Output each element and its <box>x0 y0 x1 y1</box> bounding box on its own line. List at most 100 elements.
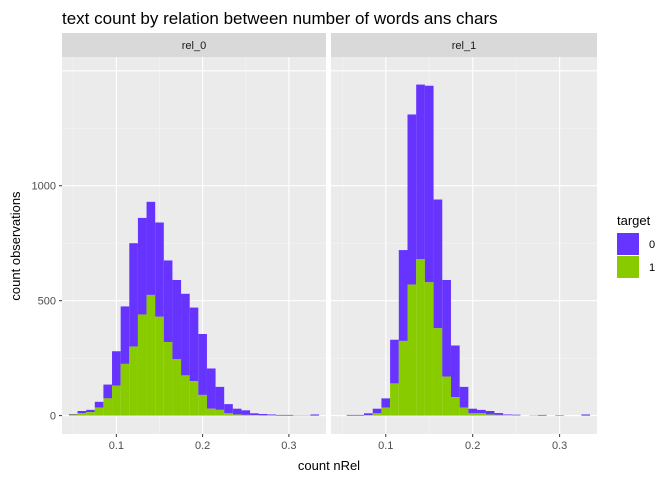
bar-target-1 <box>468 413 478 416</box>
legend-label-0: 0 <box>649 239 655 251</box>
legend-key-1 <box>617 256 639 278</box>
bar-target-0 <box>181 293 190 376</box>
y-tick-label: 0 <box>50 411 56 423</box>
bar-target-0 <box>137 217 147 315</box>
bar-target-0 <box>381 398 391 408</box>
bar-target-0 <box>94 401 104 408</box>
bar-target-1 <box>381 407 391 416</box>
bar-target-0 <box>189 307 199 382</box>
bar-target-1 <box>198 394 207 416</box>
bar-target-0 <box>284 414 294 416</box>
bar-target-0 <box>172 279 182 360</box>
legend-label-1: 1 <box>649 262 655 274</box>
x-axis-title: count nRel <box>298 458 360 473</box>
bar-target-0 <box>442 279 451 377</box>
bar-target-1 <box>241 414 251 416</box>
bar-target-1 <box>112 385 121 416</box>
bar-target-1 <box>120 363 130 416</box>
bar-target-1 <box>163 342 173 416</box>
legend-key-0 <box>617 233 639 255</box>
bar-target-0 <box>477 409 486 414</box>
bar-target-1 <box>232 414 242 416</box>
bar-target-0 <box>86 409 95 413</box>
facet-strip <box>331 33 597 57</box>
bar-target-0 <box>433 199 443 329</box>
facet-label: rel_1 <box>452 40 476 52</box>
bar-target-1 <box>494 414 504 416</box>
bar-target-0 <box>215 386 225 410</box>
bar-target-1 <box>137 314 147 416</box>
legend-title: target <box>617 213 651 228</box>
bar-target-0 <box>267 414 276 416</box>
panels: rel_0 rel_1 <box>62 33 597 434</box>
bar-target-1 <box>77 413 87 416</box>
panel-background <box>331 57 597 434</box>
bar-target-0 <box>537 414 547 416</box>
bar-target-0 <box>103 384 113 399</box>
bar-target-0 <box>112 351 121 386</box>
bar-target-0 <box>355 414 365 416</box>
bar-target-1 <box>407 284 417 416</box>
bar-target-0 <box>581 414 591 416</box>
bar-target-0 <box>511 414 521 416</box>
bar-target-0 <box>232 408 242 415</box>
bar-target-1 <box>372 413 382 416</box>
bar-target-1 <box>94 407 104 416</box>
facet-label: rel_0 <box>182 40 206 52</box>
bar-target-1 <box>86 412 95 416</box>
facet-strip <box>62 33 326 57</box>
bar-target-0 <box>450 345 460 398</box>
bar-target-0 <box>459 386 469 408</box>
bar-target-0 <box>468 408 478 414</box>
bar-target-0 <box>398 250 408 341</box>
bar-target-0 <box>310 414 320 416</box>
legend: target 0 1 <box>617 213 655 278</box>
bar-target-1 <box>442 376 451 416</box>
bar-target-0 <box>250 413 259 416</box>
bar-target-1 <box>155 316 164 416</box>
bar-target-1 <box>129 346 138 416</box>
bar-target-0 <box>155 222 164 317</box>
bar-target-1 <box>477 413 486 416</box>
bar-target-1 <box>189 381 199 416</box>
bar-target-0 <box>346 414 356 416</box>
bar-target-0 <box>146 201 156 295</box>
y-tick-label: 1000 <box>32 181 56 193</box>
panel-rel_0: rel_0 <box>62 33 326 434</box>
bar-target-0 <box>241 410 251 415</box>
x-tick-label: 0.1 <box>109 440 124 452</box>
bar-target-0 <box>494 413 504 415</box>
bar-target-0 <box>407 114 417 285</box>
bar-target-1 <box>146 294 156 416</box>
bar-target-1 <box>215 409 225 416</box>
bar-target-1 <box>181 375 190 416</box>
bar-target-0 <box>258 414 268 416</box>
bar-target-0 <box>163 260 173 343</box>
bar-target-1 <box>103 398 113 416</box>
bar-target-1 <box>224 413 233 416</box>
bar-target-0 <box>224 404 233 414</box>
bar-target-1 <box>416 259 425 416</box>
bar-target-1 <box>433 328 443 416</box>
bar-target-0 <box>390 339 399 384</box>
y-tick-label: 500 <box>38 296 56 308</box>
bar-target-1 <box>485 414 495 416</box>
panel-rel_1: rel_1 <box>331 33 597 434</box>
x-tick-label: 0.2 <box>465 440 480 452</box>
bar-target-1 <box>398 340 408 416</box>
bar-target-1 <box>459 407 469 416</box>
bar-target-0 <box>503 414 512 416</box>
bar-target-1 <box>424 282 434 416</box>
bar-target-0 <box>364 413 373 416</box>
bar-target-0 <box>424 85 434 283</box>
bar-target-1 <box>206 408 216 416</box>
bar-target-1 <box>68 414 78 416</box>
x-axis: 0.1 0.2 0.3 0.1 0.2 0.3 <box>109 434 567 452</box>
bar-target-1 <box>172 359 182 416</box>
x-tick-label: 0.2 <box>195 440 210 452</box>
bar-target-1 <box>450 397 460 416</box>
bar-target-0 <box>120 306 130 364</box>
bar-target-0 <box>416 84 425 260</box>
bar-target-0 <box>206 368 216 409</box>
